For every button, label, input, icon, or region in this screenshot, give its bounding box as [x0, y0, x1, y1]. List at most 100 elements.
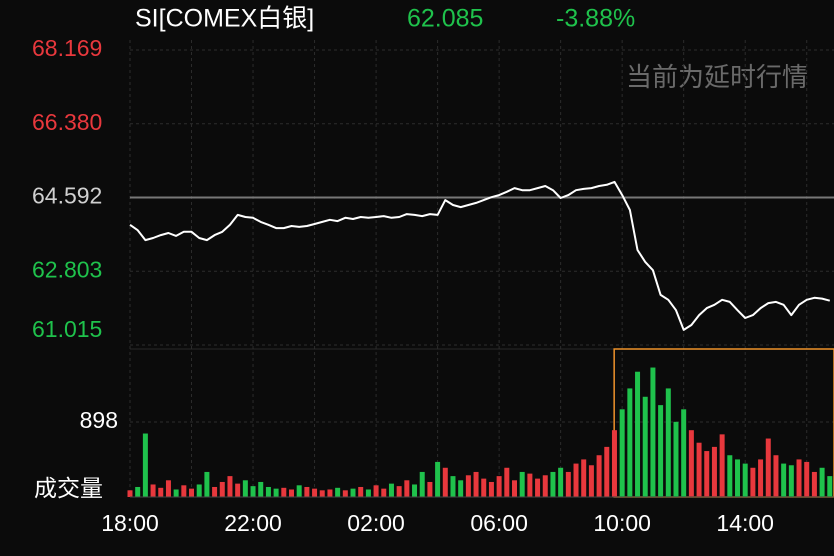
watermark: 当前为延时行情 — [626, 62, 808, 92]
volume-bar — [158, 487, 164, 497]
volume-bar — [127, 490, 133, 497]
volume-bar — [611, 430, 617, 497]
volume-bar — [550, 471, 556, 497]
y-tick-label: 61.015 — [32, 316, 102, 342]
volume-bar — [604, 446, 610, 497]
volume-bar — [650, 367, 656, 497]
volume-bar — [635, 371, 641, 497]
volume-bar — [258, 481, 264, 497]
volume-bar — [781, 463, 787, 497]
volume-bar — [204, 471, 210, 497]
price-line — [129, 180, 831, 331]
volume-bar — [558, 467, 564, 497]
x-tick-label: 06:00 — [470, 510, 528, 536]
volume-bar — [335, 487, 341, 497]
volume-bar — [727, 455, 733, 497]
volume-tick-label: 898 — [80, 407, 118, 433]
symbol: SI[COMEX白银] — [135, 5, 314, 33]
volume-bar — [358, 486, 364, 497]
volume-bar — [265, 486, 271, 497]
volume-bar — [765, 438, 771, 497]
volume-bar — [696, 442, 702, 497]
volume-bar — [719, 434, 725, 497]
volume-bar — [681, 409, 687, 497]
volume-bar — [788, 465, 794, 497]
y-tick-label: 68.169 — [32, 35, 102, 61]
volume-bar — [642, 396, 648, 497]
volume-bar — [419, 471, 425, 497]
volume-bar — [819, 467, 825, 497]
volume-bar — [527, 473, 533, 497]
volume-bar — [173, 489, 179, 497]
y-tick-label: 66.380 — [32, 109, 102, 135]
volume-bar — [189, 488, 195, 497]
x-tick-label: 10:00 — [593, 510, 651, 536]
volume-bar — [396, 486, 402, 497]
volume-bar — [658, 405, 664, 497]
volume-bar — [827, 476, 833, 497]
volume-bar — [588, 465, 594, 497]
volume-bar — [150, 484, 156, 497]
volume-bar — [581, 459, 587, 497]
volume-bar — [342, 490, 348, 497]
volume-bar — [596, 455, 602, 497]
volume-bar — [512, 480, 517, 497]
volume-bar — [165, 480, 171, 497]
volume-bar — [519, 471, 525, 497]
volume-bar — [665, 388, 671, 497]
volume-bar — [181, 485, 187, 497]
volume-bar — [488, 481, 494, 497]
volume-bar — [219, 481, 225, 497]
x-tick-label: 18:00 — [101, 510, 159, 536]
x-tick-label: 14:00 — [716, 510, 774, 536]
volume-bar — [242, 480, 248, 497]
price-change: -3.88% — [556, 5, 635, 33]
volume-bar — [281, 487, 287, 497]
volume-bar — [427, 481, 433, 497]
volume-bar — [458, 480, 464, 497]
volume-bar — [288, 489, 294, 497]
volume-bar — [758, 459, 764, 497]
volume-bar — [773, 455, 779, 497]
volume-bar — [735, 459, 741, 497]
volume-bar — [350, 488, 356, 497]
volume-bar — [742, 463, 748, 497]
volume-bar — [542, 475, 548, 497]
volume-bar — [442, 467, 448, 497]
volume-bar — [319, 490, 325, 497]
last-price: 62.085 — [407, 5, 483, 33]
volume-bar — [804, 461, 810, 497]
volume-bar — [811, 471, 817, 497]
volume-bar — [296, 485, 302, 497]
volume-bar — [227, 476, 233, 497]
volume-bar — [273, 488, 279, 497]
volume-bar — [142, 433, 148, 497]
volume-bar — [565, 471, 571, 497]
volume-bar — [404, 480, 410, 497]
volume-bar — [673, 421, 679, 497]
volume-bar — [535, 478, 541, 497]
volume-bar — [627, 388, 633, 497]
x-tick-label: 02:00 — [347, 510, 405, 536]
volume-bar — [711, 446, 717, 497]
volume-bar — [619, 409, 625, 497]
volume-bar — [435, 461, 441, 497]
volume-bar — [704, 451, 710, 497]
volume-bar — [465, 475, 471, 497]
y-tick-label: 64.592 — [32, 183, 102, 209]
volume-bar — [504, 467, 510, 497]
volume-bar — [327, 489, 333, 497]
volume-bar — [373, 485, 379, 497]
volume-bar — [688, 430, 694, 497]
volume-bar — [573, 463, 579, 497]
volume-bar — [135, 486, 141, 497]
volume-bar — [235, 483, 241, 497]
volume-bar — [412, 484, 418, 497]
volume-bar — [312, 488, 318, 497]
volume-bar — [388, 483, 394, 497]
volume-bar — [796, 459, 802, 497]
volume-title: 成交量 — [34, 475, 103, 501]
volume-bar — [496, 476, 502, 497]
volume-bar — [450, 476, 456, 497]
